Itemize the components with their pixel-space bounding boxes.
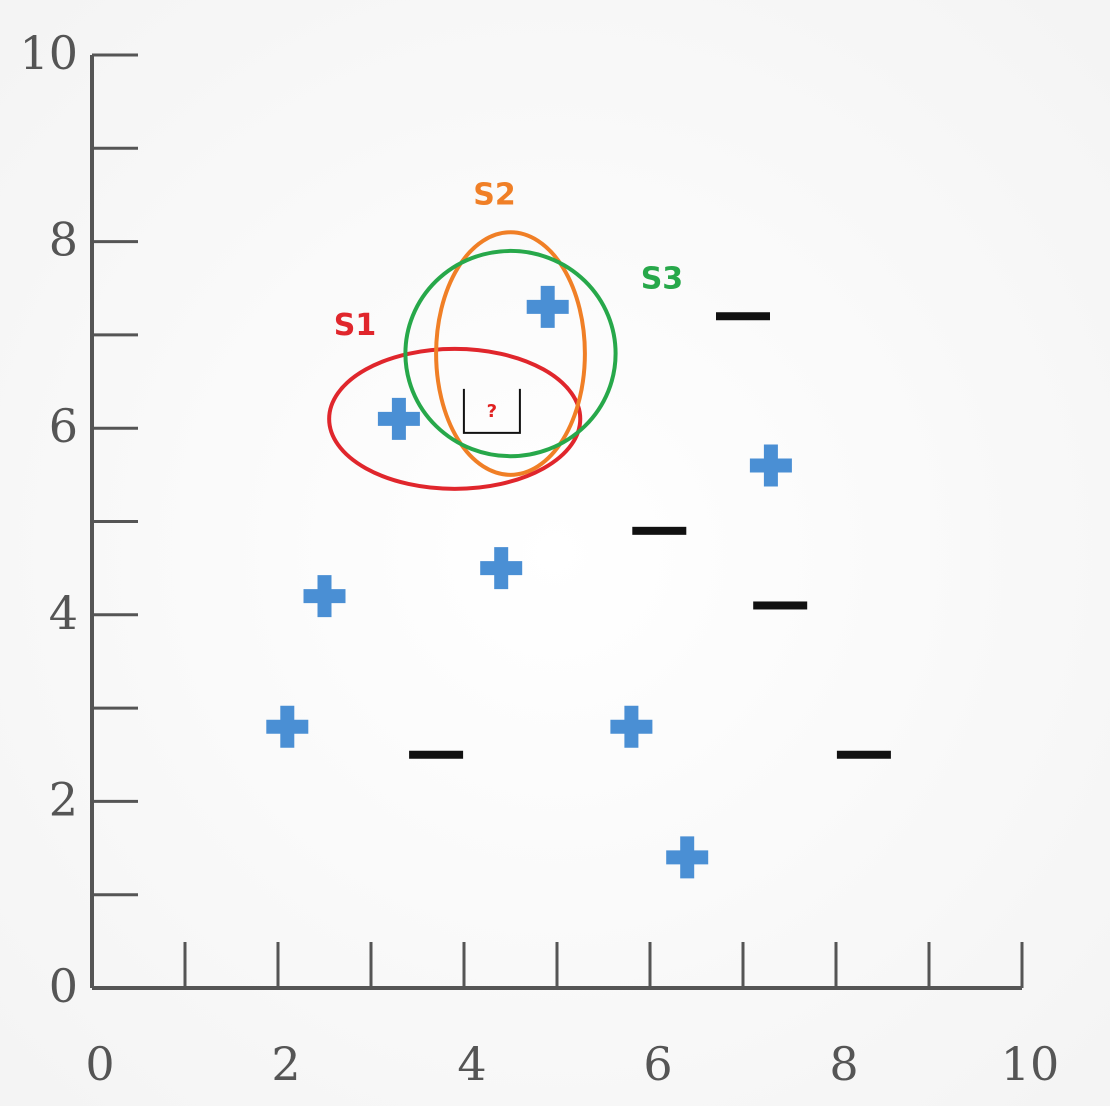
query-box	[462, 388, 521, 434]
x-tick-label: 2	[271, 1037, 300, 1091]
set-s1-ellipse	[327, 346, 583, 491]
set-s3-ellipse	[403, 248, 618, 459]
set-s2-ellipse	[434, 230, 587, 477]
set-ellipses: S1 S2 S3	[327, 177, 683, 491]
plus-point	[666, 836, 709, 879]
plus-point	[377, 397, 420, 440]
plus-point	[610, 705, 653, 748]
plus-point	[266, 705, 309, 748]
minus-point	[753, 601, 808, 610]
minus-point	[836, 750, 891, 759]
query-mark-label: ?	[487, 401, 497, 422]
x-tick-label: 6	[643, 1037, 672, 1091]
x-tick-label: 8	[829, 1037, 858, 1091]
tick-labels: 0 2 4 6 8 10 0 2 4 6 8 10	[19, 26, 1059, 1091]
plus-point	[480, 547, 523, 590]
x-tick-label: 10	[1001, 1037, 1060, 1091]
y-tick-label: 10	[19, 26, 78, 80]
plus-point	[303, 575, 346, 618]
y-tick-label: 6	[49, 399, 78, 453]
data-points	[266, 285, 891, 879]
set-s2-label: S2	[473, 177, 515, 212]
y-tick-label: 0	[49, 959, 78, 1013]
set-s1-label: S1	[334, 308, 376, 343]
plus-point	[526, 285, 569, 328]
minus-point	[409, 750, 464, 759]
axes	[90, 53, 1024, 990]
x-tick-label: 4	[457, 1037, 486, 1091]
y-tick-label: 4	[49, 586, 78, 640]
set-s3-label: S3	[641, 261, 683, 296]
minus-point	[632, 526, 687, 535]
y-tick-label: 2	[49, 772, 78, 826]
x-tick-label: 0	[85, 1037, 114, 1091]
y-tick-label: 8	[49, 213, 78, 267]
minus-point	[716, 312, 770, 321]
plus-point	[749, 444, 792, 487]
query-point: ?	[462, 388, 521, 434]
